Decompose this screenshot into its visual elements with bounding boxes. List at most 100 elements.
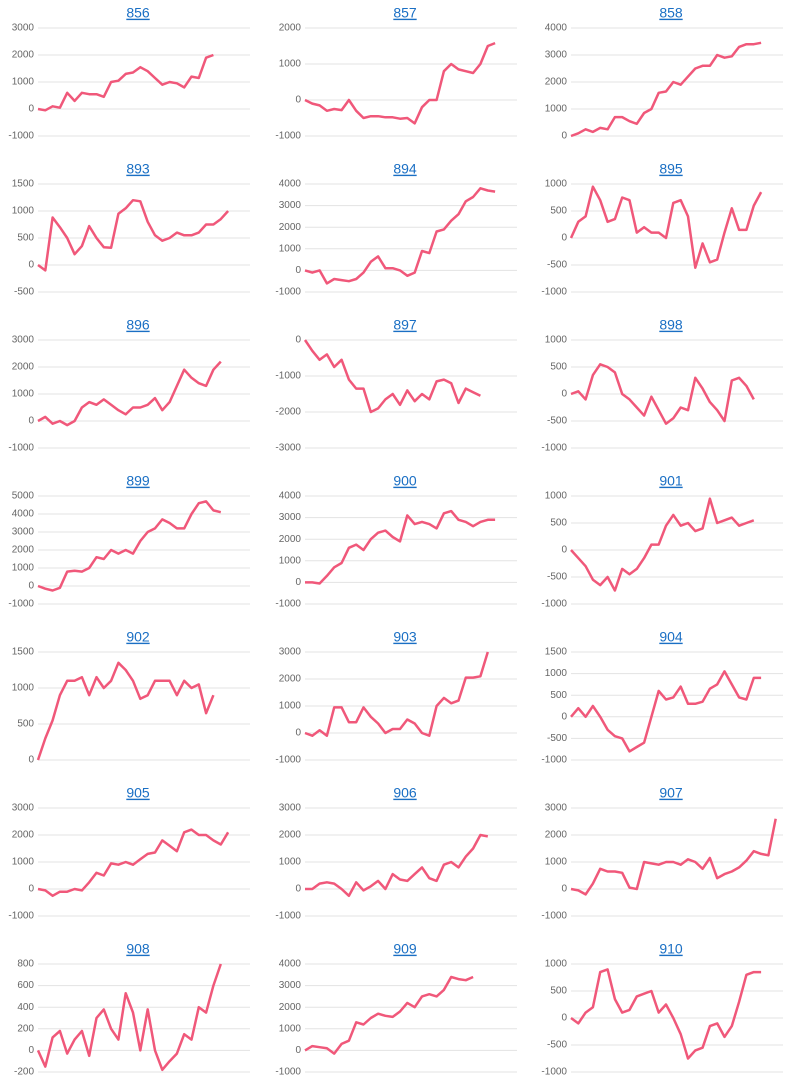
y-tick-label: 3000 (545, 50, 568, 61)
y-tick-label: 1000 (545, 668, 568, 679)
chart-title[interactable]: 899 (126, 473, 150, 489)
chart-title[interactable]: 906 (393, 785, 417, 801)
y-tick-label: -1000 (8, 911, 34, 922)
y-tick-label: -500 (547, 572, 567, 583)
y-tick-label: 3000 (12, 527, 35, 538)
chart-title[interactable]: 893 (126, 161, 150, 177)
y-tick-label: 3000 (12, 335, 35, 346)
y-tick-label: -1000 (275, 371, 301, 382)
chart-title[interactable]: 903 (393, 629, 417, 645)
data-line (37, 828, 230, 898)
y-tick-label: 0 (295, 95, 301, 106)
y-tick-label: -1000 (541, 443, 567, 454)
y-tick-label: -500 (547, 1040, 567, 1051)
y-tick-label: 2000 (279, 23, 302, 34)
y-tick-label: 4000 (279, 959, 302, 970)
y-tick-label: 600 (17, 980, 34, 991)
y-tick-label: 1000 (12, 857, 35, 868)
y-tick-label: 500 (17, 719, 34, 730)
y-tick-label: -1000 (275, 599, 301, 610)
y-tick-label: -500 (547, 260, 567, 271)
y-tick-label: 500 (550, 206, 567, 217)
y-tick-label: 4000 (279, 491, 302, 502)
y-tick-label: 0 (28, 416, 34, 427)
data-line (37, 198, 230, 272)
chart-title[interactable]: 857 (393, 5, 417, 21)
y-tick-label: 0 (28, 104, 34, 115)
chart-title[interactable]: 894 (393, 161, 417, 177)
y-tick-label: 500 (550, 690, 567, 701)
chart-title[interactable]: 856 (126, 5, 150, 21)
y-tick-label: 0 (28, 260, 34, 271)
data-line (570, 41, 762, 138)
y-tick-label: 2000 (12, 362, 35, 373)
y-tick-label: 1000 (279, 701, 302, 712)
y-tick-label: 2000 (12, 830, 35, 841)
chart-title[interactable]: 901 (659, 473, 683, 489)
chart-title[interactable]: 858 (659, 5, 683, 21)
y-tick-label: -500 (547, 416, 567, 427)
chart-title[interactable]: 897 (393, 317, 417, 333)
y-tick-label: 3000 (545, 803, 568, 814)
y-tick-label: 1000 (545, 491, 568, 502)
chart-title[interactable]: 895 (659, 161, 683, 177)
y-tick-label: 3000 (279, 647, 302, 658)
chart-title[interactable]: 904 (659, 629, 683, 645)
y-tick-label: 0 (28, 581, 34, 592)
y-tick-label: 0 (295, 728, 301, 739)
y-tick-label: 500 (550, 362, 567, 373)
chart-title[interactable]: 902 (126, 629, 150, 645)
y-tick-label: 0 (295, 335, 301, 346)
chart-title[interactable]: 908 (126, 941, 150, 957)
y-tick-label: 0 (28, 1045, 34, 1056)
y-tick-label: -1000 (8, 443, 34, 454)
y-tick-label: 2000 (279, 534, 302, 545)
y-tick-label: 1000 (279, 243, 302, 254)
y-tick-label: 500 (550, 518, 567, 529)
y-tick-label: 0 (561, 389, 567, 400)
y-tick-label: 500 (550, 986, 567, 997)
chart-title[interactable]: 898 (659, 317, 683, 333)
chart-title[interactable]: 910 (659, 941, 683, 957)
y-tick-label: 1000 (12, 389, 35, 400)
y-tick-label: 1000 (279, 59, 302, 70)
y-tick-label: 0 (561, 131, 567, 142)
y-tick-label: -1000 (541, 599, 567, 610)
y-tick-label: 3000 (279, 980, 302, 991)
data-line (305, 833, 489, 898)
y-tick-label: 3000 (12, 23, 35, 34)
y-tick-label: 1000 (12, 206, 35, 217)
y-tick-label: 1000 (545, 179, 568, 190)
data-line (569, 185, 763, 269)
y-tick-label: 5000 (12, 491, 35, 502)
data-line (570, 968, 762, 1060)
y-tick-label: -1000 (541, 1067, 567, 1078)
y-tick-label: 1000 (545, 857, 568, 868)
y-tick-label: 1000 (545, 959, 568, 970)
data-line (37, 500, 222, 592)
y-tick-label: 1500 (12, 179, 35, 190)
y-tick-label: 0 (561, 1013, 567, 1024)
data-line (304, 187, 496, 285)
y-tick-label: 2000 (12, 545, 35, 556)
y-tick-label: 0 (561, 545, 567, 556)
data-line (36, 963, 222, 1072)
y-tick-label: 200 (17, 1023, 34, 1034)
data-line (37, 360, 222, 427)
y-tick-label: -1000 (275, 755, 301, 766)
chart-title[interactable]: 907 (659, 785, 683, 801)
y-tick-label: 400 (17, 1002, 34, 1013)
chart-title[interactable]: 905 (126, 785, 150, 801)
chart-title[interactable]: 900 (393, 473, 417, 489)
y-tick-label: 1000 (12, 563, 35, 574)
chart-title[interactable]: 909 (393, 941, 417, 957)
y-tick-label: 1000 (12, 683, 35, 694)
y-tick-label: -1000 (541, 287, 567, 298)
y-tick-label: 1500 (545, 647, 568, 658)
chart-title[interactable]: 896 (126, 317, 150, 333)
y-tick-label: 0 (28, 884, 34, 895)
y-tick-label: 0 (561, 884, 567, 895)
y-tick-label: 0 (295, 1045, 301, 1056)
y-tick-label: 3000 (279, 200, 302, 211)
y-tick-label: -1000 (275, 287, 301, 298)
